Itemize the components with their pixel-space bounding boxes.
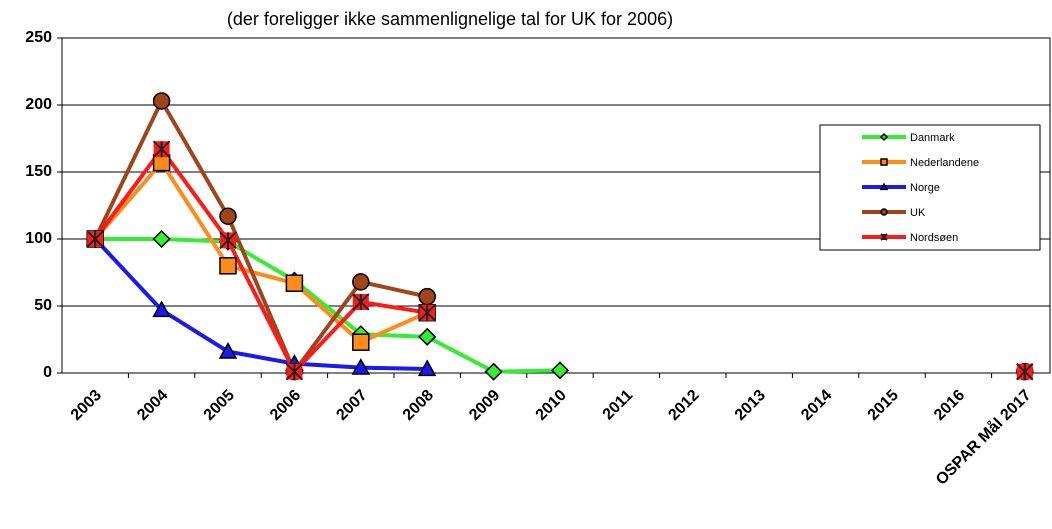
marker [550, 361, 570, 380]
series-line [95, 237, 561, 374]
marker [351, 358, 371, 375]
x-tick-label: 2008 [400, 387, 437, 424]
marker [285, 362, 304, 381]
x-tick-label: 2003 [68, 387, 105, 424]
legend-label: Norge [910, 182, 940, 194]
y-tick-label: 50 [34, 297, 52, 314]
series-line [93, 237, 428, 371]
marker [152, 92, 171, 110]
legend: Danmark Nederlandene Norge UK Nordsøen [819, 124, 1041, 251]
marker [418, 287, 436, 306]
x-tick-label: 2009 [466, 387, 503, 424]
marker-x [152, 140, 171, 158]
marker [152, 300, 171, 318]
x-tick-label: 2006 [267, 387, 304, 424]
marker [352, 293, 370, 311]
y-tick-label: 200 [25, 96, 52, 113]
marker [352, 333, 370, 351]
x-tick-label: 2011 [600, 387, 637, 424]
marker [880, 208, 888, 216]
marker [880, 158, 888, 166]
x-tick-label: 2004 [134, 387, 171, 424]
marker [879, 132, 889, 142]
marker [219, 231, 237, 250]
marker-x [880, 233, 888, 241]
y-tick-label: 0 [43, 364, 52, 381]
marker [417, 359, 437, 377]
marker [219, 207, 237, 225]
legend-label: Nederlandene [910, 157, 979, 169]
marker-x [1016, 362, 1034, 381]
legend-label: UK [910, 207, 926, 219]
x-tick-label: 2016 [931, 387, 968, 424]
marker [880, 233, 888, 241]
marker-x [86, 230, 104, 248]
x-tick-label: 2015 [865, 387, 902, 424]
legend-label: Danmark [910, 132, 955, 144]
x-tick-label: 2014 [798, 387, 835, 424]
marker [1016, 362, 1034, 381]
marker [152, 229, 171, 249]
x-tick-label: 2010 [533, 387, 570, 424]
x-tick-label: 2012 [665, 387, 702, 424]
x-tick-label: 2013 [732, 387, 769, 424]
x-tick-label: 2005 [201, 387, 238, 424]
chart-subtitle: (der foreligger ikke sammenlignelige tal… [227, 9, 673, 29]
marker [86, 230, 104, 248]
marker [418, 327, 437, 346]
marker [219, 257, 237, 275]
marker [484, 362, 503, 381]
marker [152, 140, 171, 158]
marker [418, 303, 436, 322]
marker [352, 273, 370, 291]
legend-label: Nordsøen [910, 232, 958, 244]
marker-x [352, 293, 370, 311]
marker-x [418, 303, 436, 322]
y-tick-label: 100 [25, 230, 52, 247]
y-tick-label: 250 [25, 29, 52, 46]
marker-x [219, 231, 237, 250]
series-line [93, 159, 429, 345]
y-tick-label: 150 [25, 163, 52, 180]
marker [285, 274, 304, 292]
marker [879, 182, 889, 191]
marker [218, 342, 238, 359]
legend-box [819, 124, 1041, 251]
x-tick-label: 2007 [333, 387, 370, 424]
marker-x [285, 362, 304, 381]
